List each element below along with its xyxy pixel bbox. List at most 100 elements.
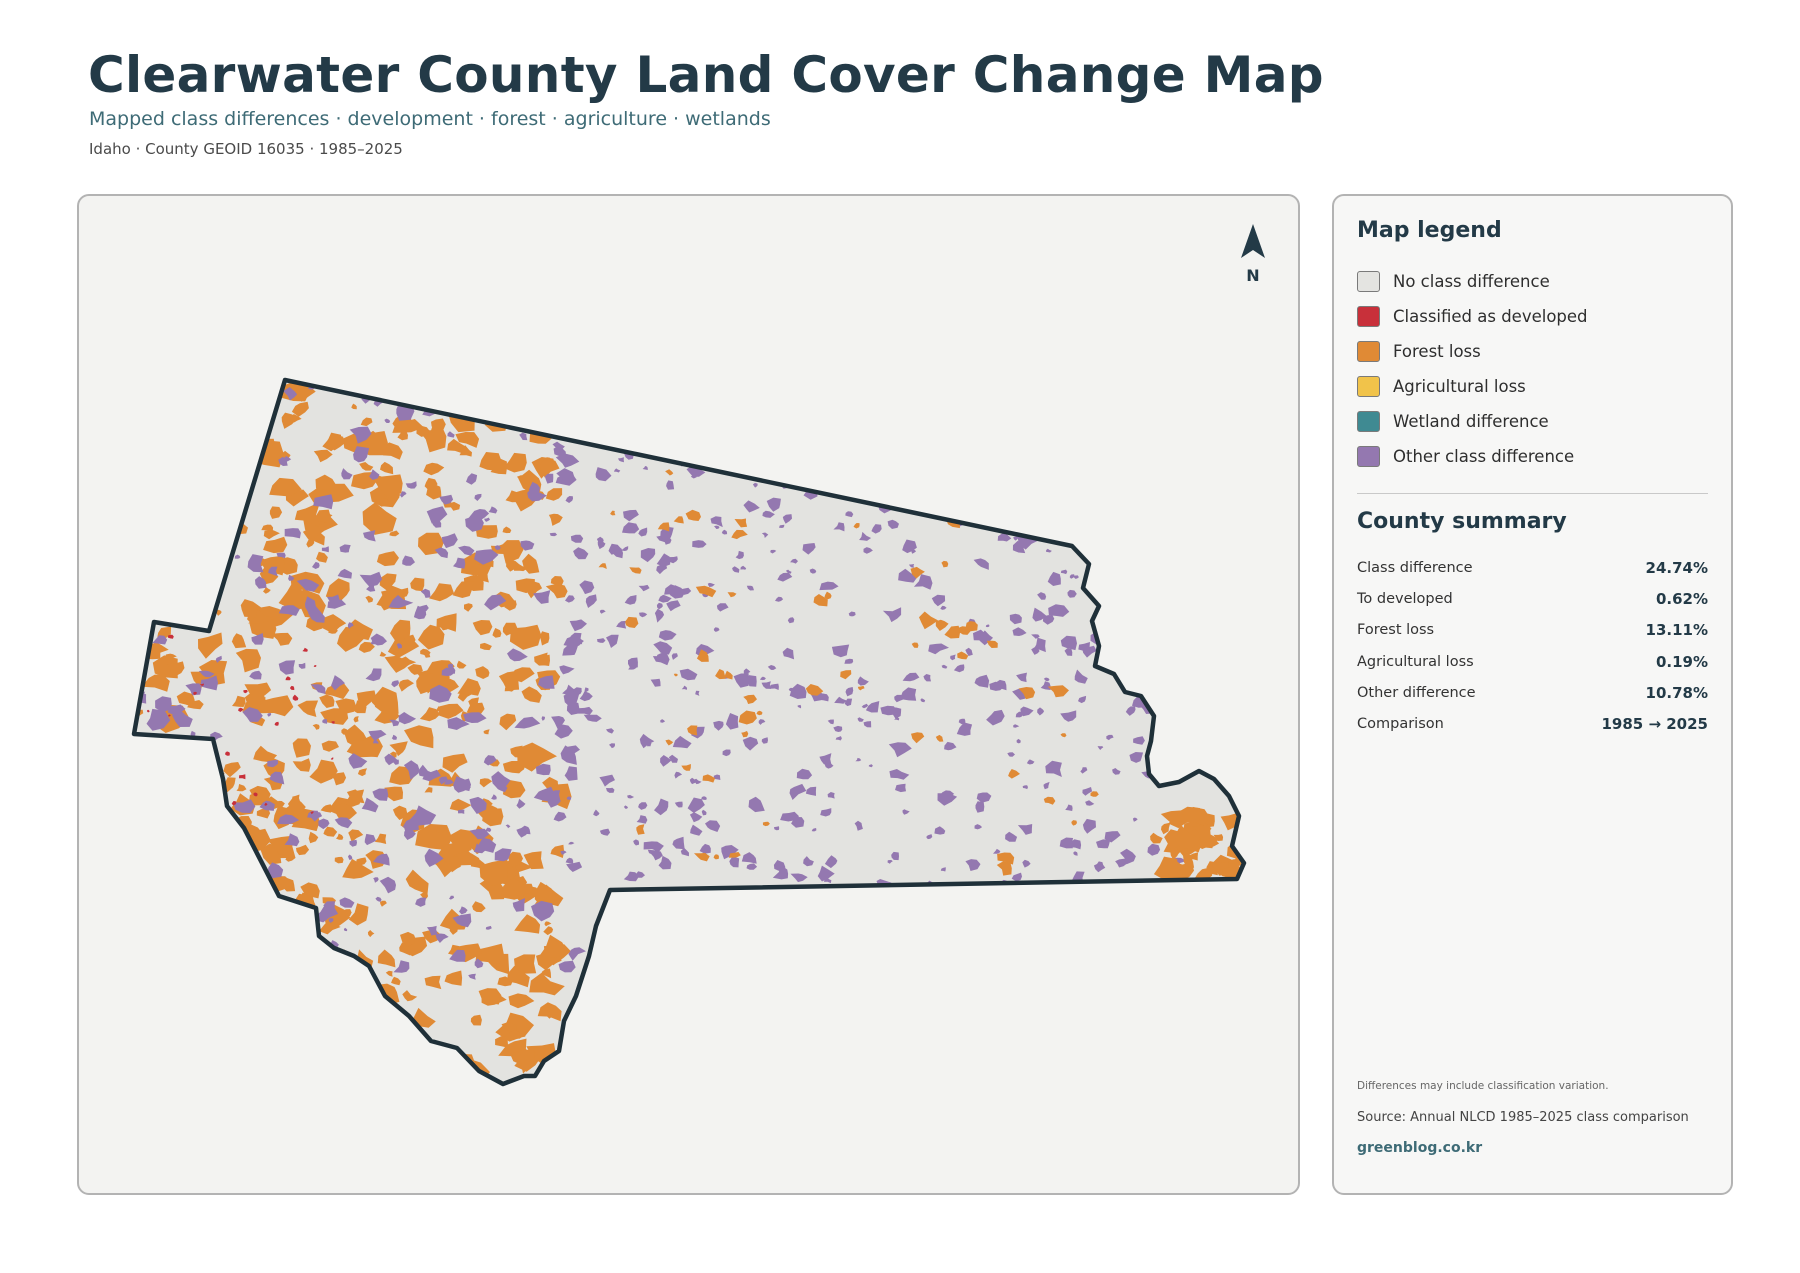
change-patch (796, 768, 813, 780)
change-patch (827, 792, 835, 799)
change-patch (539, 934, 567, 958)
change-patch (502, 780, 526, 799)
change-patch (521, 825, 531, 835)
panel-divider (1357, 493, 1708, 494)
change-patch (935, 734, 944, 742)
change-patch (673, 673, 678, 677)
change-patch (379, 651, 387, 657)
change-patch (566, 796, 572, 800)
change-patch (222, 848, 240, 859)
change-patch (402, 990, 418, 1002)
change-patch (485, 827, 492, 832)
change-patch (368, 1032, 387, 1051)
change-patch (545, 488, 563, 501)
change-patch (1099, 473, 1110, 480)
change-patch (974, 824, 983, 830)
change-patch (650, 678, 661, 687)
change-patch (308, 831, 319, 844)
change-patch (1076, 476, 1085, 486)
change-patch (855, 757, 862, 762)
change-patch (774, 826, 780, 831)
change-patch (306, 539, 315, 548)
change-patch (351, 403, 357, 410)
change-patch (202, 846, 217, 855)
change-patch (681, 764, 691, 771)
change-patch (1154, 467, 1163, 477)
county-map[interactable] (79, 196, 1300, 1195)
change-patch (384, 418, 391, 423)
change-patch (1177, 806, 1203, 823)
change-patch (1046, 548, 1052, 553)
change-patch (844, 658, 854, 664)
change-patch (185, 565, 202, 575)
change-patch (643, 841, 664, 852)
change-patch (292, 694, 299, 701)
change-patch (639, 733, 655, 749)
change-patch (465, 516, 484, 532)
change-patch (255, 576, 267, 589)
change-patch (1084, 541, 1097, 555)
change-patch (364, 833, 376, 846)
change-patch (372, 788, 389, 801)
change-patch (731, 529, 748, 540)
change-patch (550, 576, 564, 587)
change-patch (441, 533, 458, 549)
change-patch (235, 386, 251, 399)
change-patch (134, 429, 161, 456)
change-patch (240, 599, 262, 618)
change-patch (373, 877, 379, 883)
change-patch (426, 925, 438, 936)
change-patch (1172, 632, 1180, 640)
change-patch (410, 577, 425, 592)
change-patch (633, 839, 639, 846)
change-patch (455, 432, 480, 448)
change-patch (349, 426, 372, 444)
change-patch (158, 538, 176, 551)
change-patch (1031, 634, 1040, 639)
change-patch (163, 858, 180, 870)
change-patch (1126, 510, 1132, 514)
change-patch (214, 964, 241, 987)
change-patch (206, 914, 219, 924)
change-patch (267, 713, 272, 717)
change-patch (152, 655, 178, 679)
site-link[interactable]: greenblog.co.kr (1357, 1140, 1483, 1156)
change-patch (809, 568, 817, 574)
change-patch (613, 468, 621, 473)
legend-label: Classified as developed (1393, 307, 1588, 326)
change-patch (142, 760, 170, 774)
change-patch (457, 678, 481, 696)
change-patch (927, 480, 942, 491)
change-patch (986, 467, 994, 475)
change-patch (514, 954, 537, 974)
change-patch (245, 941, 263, 953)
change-patch (599, 774, 615, 787)
change-patch (235, 648, 261, 673)
disclaimer-note: Differences may include classification v… (1357, 1080, 1609, 1092)
change-patch (237, 408, 261, 422)
map-panel[interactable]: N (77, 194, 1300, 1195)
change-patch (541, 716, 545, 721)
change-patch (629, 567, 642, 574)
change-patch (485, 925, 492, 930)
change-patch (171, 870, 178, 876)
legend-swatch (1357, 376, 1380, 397)
change-patch (361, 797, 379, 813)
change-patch (770, 549, 777, 554)
change-patch (449, 949, 466, 962)
change-patch (668, 754, 678, 763)
change-patch (453, 557, 466, 569)
summary-value: 24.74% (1645, 558, 1708, 577)
change-patch (488, 506, 498, 514)
change-patch (504, 686, 515, 692)
change-patch (300, 934, 308, 940)
legend-label: Wetland difference (1393, 412, 1549, 431)
change-patch (965, 859, 981, 871)
change-patch (713, 854, 719, 860)
change-patch (1133, 736, 1145, 745)
change-patch (205, 939, 213, 944)
change-patch (827, 719, 834, 725)
change-patch (1021, 488, 1038, 504)
change-patch (374, 833, 387, 844)
change-patch (341, 728, 348, 735)
